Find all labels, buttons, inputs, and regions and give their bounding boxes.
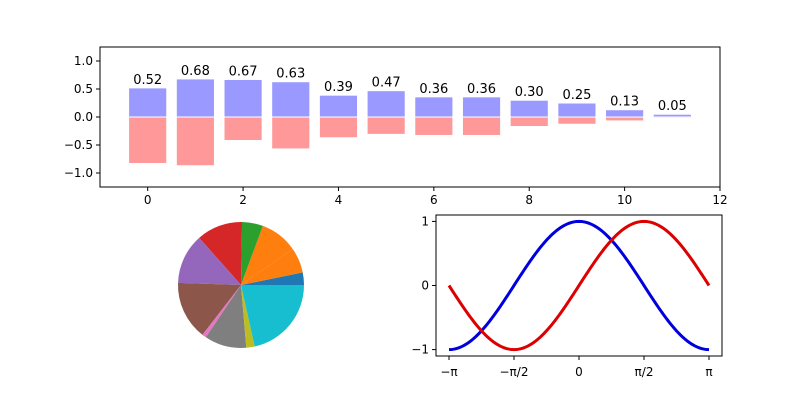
bar-x-tick-label: 2 bbox=[239, 193, 247, 207]
bar-y-tick-label: 0.0 bbox=[74, 110, 93, 124]
bar-data-label: 0.52 bbox=[133, 73, 162, 88]
line-marks bbox=[447, 219, 711, 352]
sin-line bbox=[447, 219, 711, 352]
line-x-tick-label: −π bbox=[440, 365, 457, 379]
pie-slice bbox=[178, 237, 241, 285]
bar-positive bbox=[509, 99, 549, 118]
bar-negative bbox=[318, 116, 359, 139]
line-y-tick-label: 1 bbox=[421, 214, 429, 228]
bar-positive bbox=[175, 78, 215, 118]
bar-data-label: 0.68 bbox=[181, 64, 210, 79]
bar-data-label: 0.67 bbox=[229, 64, 258, 79]
bar-positive bbox=[605, 109, 645, 118]
bar-positive bbox=[366, 90, 406, 118]
bar-positive bbox=[223, 78, 263, 118]
line-x-tick-label: 0 bbox=[575, 365, 583, 379]
bar-positive bbox=[128, 87, 168, 118]
bar-negative bbox=[223, 116, 263, 142]
bar-data-label: 0.05 bbox=[658, 99, 687, 114]
bar-negative bbox=[271, 116, 311, 150]
bar-data-label: 0.63 bbox=[276, 67, 305, 82]
bar-negative bbox=[175, 116, 215, 167]
bar-marks bbox=[128, 78, 692, 167]
bar-y-tick-label: 0.5 bbox=[74, 82, 93, 96]
bar-data-label: 0.30 bbox=[515, 85, 544, 100]
pie-slice bbox=[199, 222, 243, 285]
bar-data-label: 0.39 bbox=[324, 80, 353, 95]
bar-negative bbox=[461, 116, 502, 136]
line-y-tick-label: −1 bbox=[411, 343, 429, 357]
bar-negative bbox=[652, 116, 692, 119]
line-x-ticks: −π −π/2 0 π/2 π bbox=[440, 356, 713, 379]
line-y-tick-label: 0 bbox=[421, 279, 429, 293]
bar-negative bbox=[557, 116, 597, 125]
bar-x-tick-label: 4 bbox=[335, 193, 343, 207]
bar-negative bbox=[128, 116, 168, 164]
bar-x-tick-label: 10 bbox=[617, 193, 632, 207]
bar-data-labels: 0.52 0.68 0.67 0.63 0.39 0.47 0.36 0.36 0.30 0.25… bbox=[133, 64, 687, 114]
bar-positive bbox=[557, 102, 597, 118]
bar-negative bbox=[605, 116, 645, 122]
bar-x-tick-label: 8 bbox=[525, 193, 533, 207]
pie-slice bbox=[241, 285, 255, 348]
bar-positive bbox=[414, 96, 454, 118]
bar-data-label: 0.36 bbox=[467, 82, 496, 97]
pie-slice bbox=[241, 225, 293, 285]
pie-slice bbox=[205, 285, 247, 348]
cos-line bbox=[448, 219, 710, 352]
bar-y-tick-label: −0.5 bbox=[64, 138, 93, 152]
bar-data-label: 0.13 bbox=[610, 95, 639, 110]
pie-slice bbox=[241, 222, 263, 285]
line-chart: −π −π/2 0 π/2 π −1 0 1 bbox=[411, 214, 723, 379]
bar-chart: 0.520.68 0.67 0.630.39 0.47 0.36 0.36 0.30 0.25… bbox=[64, 46, 728, 207]
bar-x-tick-label: 6 bbox=[430, 193, 438, 207]
pie-slice bbox=[241, 285, 304, 347]
bar-x-ticks: 0 2 4 6 8 10 12 bbox=[144, 187, 728, 207]
bar-positive bbox=[271, 81, 311, 118]
pie-slice bbox=[177, 282, 241, 335]
bar-y-tick-label: 1.0 bbox=[74, 54, 93, 68]
pie-chart bbox=[177, 222, 304, 348]
bar-data-label: 0.36 bbox=[419, 82, 448, 97]
bar-negative bbox=[414, 116, 454, 136]
bar-positive bbox=[461, 96, 502, 118]
bar-positive bbox=[318, 94, 359, 118]
bar-x-tick-label: 0 bbox=[144, 193, 152, 207]
bar-x-tick-label: 12 bbox=[712, 193, 727, 207]
bar-y-tick-label: −1.0 bbox=[64, 166, 93, 180]
pie-slice bbox=[202, 285, 241, 338]
bar-data-label: 0.47 bbox=[372, 76, 401, 91]
bar-data-label: 0.25 bbox=[562, 88, 591, 103]
bar-negative bbox=[366, 116, 406, 135]
bar-negative bbox=[509, 116, 549, 128]
bar-y-ticks: −1.0 −0.5 0.0 0.5 1.0 bbox=[64, 54, 100, 180]
line-y-ticks: −1 0 1 bbox=[411, 214, 436, 357]
line-x-tick-label: π bbox=[705, 365, 712, 379]
pie-slice bbox=[241, 272, 304, 285]
line-x-tick-label: π/2 bbox=[635, 365, 654, 379]
line-x-tick-label: −π/2 bbox=[500, 365, 529, 379]
pie-slice bbox=[241, 249, 303, 285]
